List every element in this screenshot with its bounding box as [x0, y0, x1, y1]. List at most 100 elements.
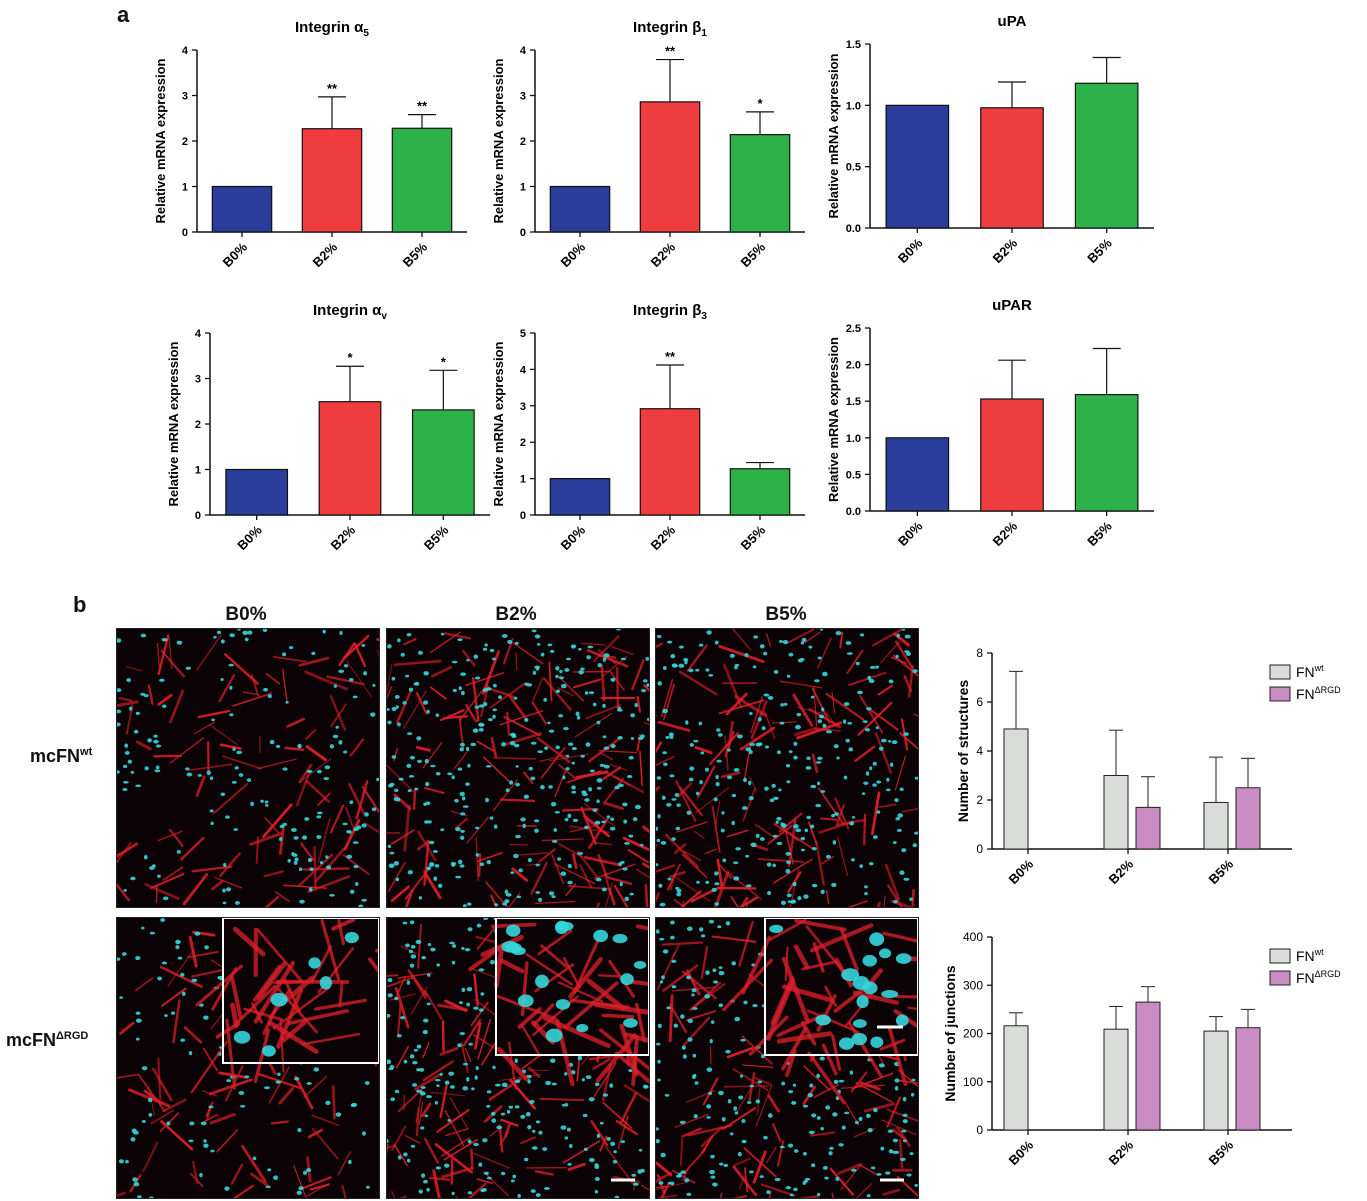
nucleus: [189, 1121, 195, 1126]
nucleus: [873, 1108, 878, 1113]
nucleus: [409, 755, 416, 760]
nucleus: [646, 717, 649, 722]
actin-fibre: [481, 650, 501, 695]
nucleus: [418, 1067, 425, 1072]
nucleus: [422, 1029, 428, 1035]
legend-swatch: [1269, 664, 1291, 680]
actin-fibre: [720, 771, 741, 779]
nucleus: [429, 840, 435, 845]
nucleus: [449, 941, 455, 945]
nucleus: [795, 724, 801, 730]
nucleus: [513, 696, 518, 700]
nucleus: [786, 674, 791, 678]
nucleus: [529, 1099, 535, 1104]
actin-fibre: [476, 740, 495, 752]
nucleus: [412, 1060, 418, 1065]
nucleus: [197, 774, 202, 777]
actin-fibre: [557, 687, 574, 697]
nucleus: [492, 657, 497, 661]
y-tick-label: 1: [182, 182, 188, 194]
nucleus: [560, 683, 567, 689]
nucleus: [252, 1156, 257, 1161]
nucleus: [912, 843, 918, 848]
nucleus: [177, 956, 183, 960]
nucleus: [470, 742, 477, 747]
nucleus: [861, 792, 866, 796]
nucleus: [564, 668, 570, 672]
nucleus: [817, 656, 822, 660]
actin-fibre: [660, 1182, 670, 1198]
nucleus: [779, 1145, 785, 1149]
nucleus: [329, 744, 335, 749]
nucleus: [802, 1151, 807, 1156]
actin-fibre: [422, 742, 443, 769]
nucleus: [176, 640, 183, 645]
nucleus: [734, 1111, 739, 1115]
nucleus: [826, 730, 833, 734]
nucleus: [371, 807, 377, 812]
nucleus: [792, 1083, 797, 1087]
nucleus: [667, 877, 672, 881]
actin-fibre: [656, 755, 675, 767]
nucleus: [547, 721, 551, 725]
nucleus: [685, 720, 689, 725]
y-tick-label: 2: [520, 136, 526, 148]
actin-fibre: [778, 812, 803, 833]
nucleus: [133, 1182, 140, 1187]
nucleus: [838, 1037, 855, 1050]
actin-fibre: [563, 981, 619, 1029]
bar-B5%: [391, 127, 453, 233]
nucleus: [316, 811, 323, 815]
actin-fibre: [771, 721, 797, 724]
nucleus: [298, 867, 303, 872]
actin-fibre: [300, 1176, 332, 1190]
nucleus: [589, 1157, 595, 1163]
actin-fibre: [444, 1110, 465, 1147]
bar-B5%: [1074, 394, 1139, 512]
nucleus: [620, 1140, 626, 1144]
nucleus: [208, 1105, 214, 1109]
actin-fibre: [681, 1167, 690, 1182]
actin-fibre: [253, 960, 296, 1024]
nucleus: [734, 663, 740, 667]
nucleus: [135, 711, 140, 715]
nucleus: [694, 1081, 699, 1085]
nucleus: [491, 1118, 497, 1123]
actin-fibre: [682, 853, 708, 879]
nucleus: [571, 747, 577, 751]
actin-fibre: [656, 642, 664, 649]
actin-fibre: [565, 883, 577, 897]
actin-fibre: [732, 629, 752, 651]
actin-fibre: [869, 708, 899, 731]
nucleus: [460, 835, 465, 840]
nucleus: [372, 683, 376, 687]
nucleus: [508, 1105, 514, 1109]
y-tick-label: 1: [195, 465, 201, 477]
nucleus: [428, 862, 435, 867]
actin-fibre: [338, 642, 356, 667]
nucleus: [478, 727, 484, 732]
nucleus: [897, 813, 903, 818]
nucleus: [355, 881, 359, 887]
nucleus: [693, 739, 699, 743]
zoom-inset: [190, 918, 379, 1094]
actin-fibre: [397, 972, 433, 979]
nucleus: [308, 887, 313, 892]
actin-fibre: [135, 740, 152, 751]
nucleus: [794, 1149, 799, 1153]
nucleus: [640, 843, 644, 847]
nucleus: [555, 689, 561, 694]
y-tick-label: 0: [976, 842, 983, 856]
actin-fibre: [414, 1074, 440, 1091]
nucleus: [423, 671, 429, 676]
nucleus: [447, 772, 453, 776]
actin-fibre: [202, 1047, 218, 1072]
chart-title-sub: v: [381, 311, 387, 322]
nucleus: [901, 629, 906, 631]
nucleus: [553, 828, 558, 832]
actin-fibre: [763, 710, 776, 740]
actin-fibre: [899, 732, 918, 750]
actin-fibre: [673, 875, 711, 902]
y-tick-label: 3: [520, 401, 526, 413]
